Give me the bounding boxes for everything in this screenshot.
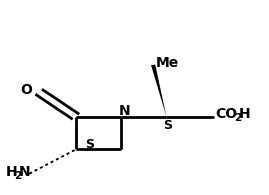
Text: S: S	[163, 119, 172, 132]
Text: 2: 2	[14, 171, 22, 181]
Text: 2: 2	[234, 113, 241, 123]
Text: O: O	[21, 83, 33, 97]
Text: H: H	[5, 166, 17, 179]
Polygon shape	[151, 65, 167, 117]
Text: S: S	[85, 138, 94, 151]
Text: CO: CO	[216, 107, 238, 121]
Text: Me: Me	[156, 56, 179, 70]
Text: N: N	[19, 166, 31, 179]
Text: N: N	[119, 104, 130, 118]
Text: H: H	[238, 107, 250, 121]
